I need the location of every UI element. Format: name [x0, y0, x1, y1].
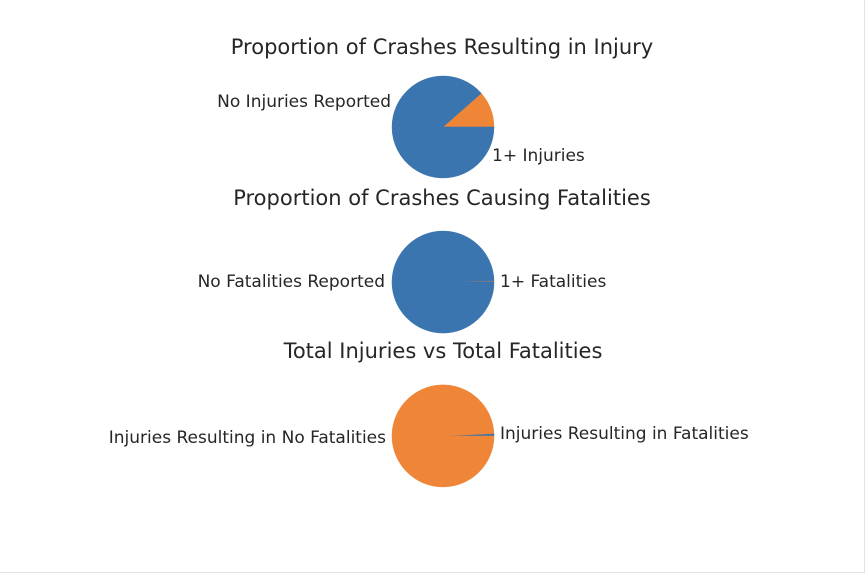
- pie-slice-no-injuries-reported: [391, 75, 495, 179]
- pie-chart-injuries-vs-fatalities: Total Injuries vs Total Fatalities Injur…: [109, 339, 749, 488]
- pie-slice-no-fatalities-reported: [391, 230, 495, 334]
- pie-chart-injury: Proportion of Crashes Resulting in Injur…: [217, 35, 653, 179]
- slice-label-injuries-resulting-in-fatalities: Injuries Resulting in Fatalities: [500, 424, 749, 444]
- pie-slices-injuries-vs-fatalities: [391, 384, 495, 488]
- pie-slice-injuries-resulting-in-no-fatalities: [391, 384, 495, 488]
- pie-slices-fatalities: [391, 230, 495, 334]
- pie-title-injury: Proportion of Crashes Resulting in Injur…: [231, 35, 653, 59]
- slice-label-no-injuries-reported: No Injuries Reported: [217, 92, 391, 112]
- pie-title-injuries-vs-fatalities: Total Injuries vs Total Fatalities: [283, 339, 603, 363]
- pie-chart-fatalities: Proportion of Crashes Causing Fatalities…: [198, 186, 651, 334]
- slice-label-no-fatalities-reported: No Fatalities Reported: [198, 272, 385, 292]
- slice-label-1-plus-fatalities: 1+ Fatalities: [500, 272, 606, 292]
- slice-label-injuries-resulting-in-no-fatalities: Injuries Resulting in No Fatalities: [109, 428, 386, 448]
- slice-label-1-plus-injuries: 1+ Injuries: [492, 146, 585, 166]
- pie-title-fatalities: Proportion of Crashes Causing Fatalities: [233, 186, 651, 210]
- pie-slices-injury: [391, 75, 495, 179]
